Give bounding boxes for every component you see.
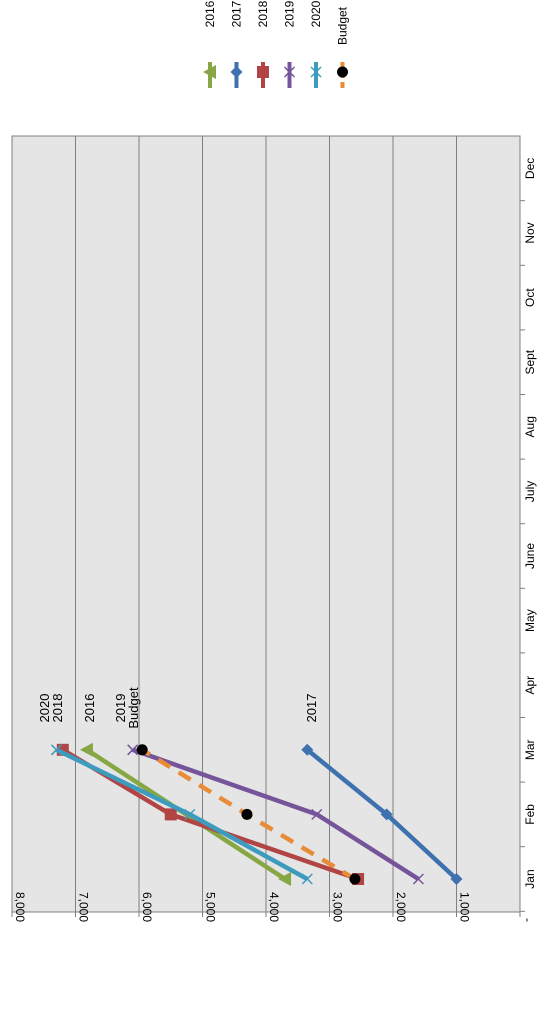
legend-marker (230, 66, 243, 78)
marker-stroke (283, 66, 296, 78)
data-point-2017 (380, 808, 393, 821)
category-label: June (523, 543, 537, 569)
data-point-budget (349, 873, 361, 885)
marker-stroke (184, 808, 196, 820)
category-label: May (523, 609, 537, 632)
category-label: Oct (523, 288, 537, 307)
legend-label: 2017 (230, 0, 244, 27)
legend-label: 2016 (203, 0, 217, 27)
legend-entry-budget: Budget (336, 6, 350, 88)
legend-entry-2016: 2016 (203, 0, 217, 88)
marker-stroke (301, 873, 313, 885)
data-point-2020 (301, 873, 313, 885)
data-point-2020 (50, 744, 62, 756)
value-tick-label: 1,000 (458, 892, 472, 922)
legend-label: 2019 (283, 0, 297, 27)
marker-stroke (412, 873, 424, 885)
category-label: Mar (523, 739, 537, 760)
legend-marker (337, 66, 348, 78)
legend-entry-2018: 2018 (256, 0, 270, 88)
data-point-2018 (164, 808, 177, 821)
category-label: July (523, 481, 537, 502)
legend-entry-2019: 2019 (283, 0, 297, 88)
annotation-label: 2017 (304, 694, 319, 723)
value-tick-label: 8,000 (13, 892, 27, 922)
value-tick-label: 7,000 (77, 892, 91, 922)
data-point-budget (136, 744, 148, 756)
marker-stroke (310, 66, 322, 78)
legend-label: 2020 (309, 0, 323, 27)
category-label: Sept (523, 349, 537, 374)
data-point-2020 (184, 808, 196, 820)
category-label: Jan (523, 869, 537, 888)
data-point-2017 (450, 873, 463, 885)
marker-stroke (127, 744, 139, 756)
annotation-label: 2020 (37, 694, 52, 723)
legend-marker (283, 66, 296, 78)
legend-marker (257, 66, 269, 78)
value-tick-label: 5,000 (204, 892, 218, 922)
value-tick-label: - (521, 918, 535, 922)
marker-stroke (50, 744, 62, 756)
annotation-label: Budget (126, 687, 141, 729)
legend-entry-2020: 2020 (309, 0, 323, 88)
legend-label: 2018 (256, 0, 270, 27)
legend-marker (203, 65, 216, 79)
legend-marker (310, 66, 322, 78)
data-point-2017 (301, 743, 314, 756)
annotation-label: 2018 (50, 694, 65, 723)
value-tick-label: 2,000 (394, 892, 408, 922)
category-label: Dec (523, 158, 537, 179)
value-tick-label: 3,000 (331, 892, 345, 922)
data-point-2016 (79, 742, 93, 757)
category-label: Nov (523, 222, 537, 243)
value-tick-label: 6,000 (140, 892, 154, 922)
data-point-2019 (311, 808, 323, 820)
data-point-budget (241, 808, 253, 820)
value-tick-label: 4,000 (267, 892, 281, 922)
marker-stroke (311, 808, 323, 820)
data-point-2019 (127, 744, 139, 756)
category-label: Apr (523, 676, 537, 695)
category-label: Feb (523, 804, 537, 825)
annotation-label: 2016 (82, 694, 97, 723)
data-point-2019 (412, 873, 424, 885)
data-point-2016 (278, 872, 292, 886)
category-label: Aug (523, 416, 537, 437)
legend-label: Budget (336, 6, 350, 45)
legend-entry-2017: 2017 (230, 0, 244, 88)
annotation-label: 2019 (113, 694, 128, 723)
